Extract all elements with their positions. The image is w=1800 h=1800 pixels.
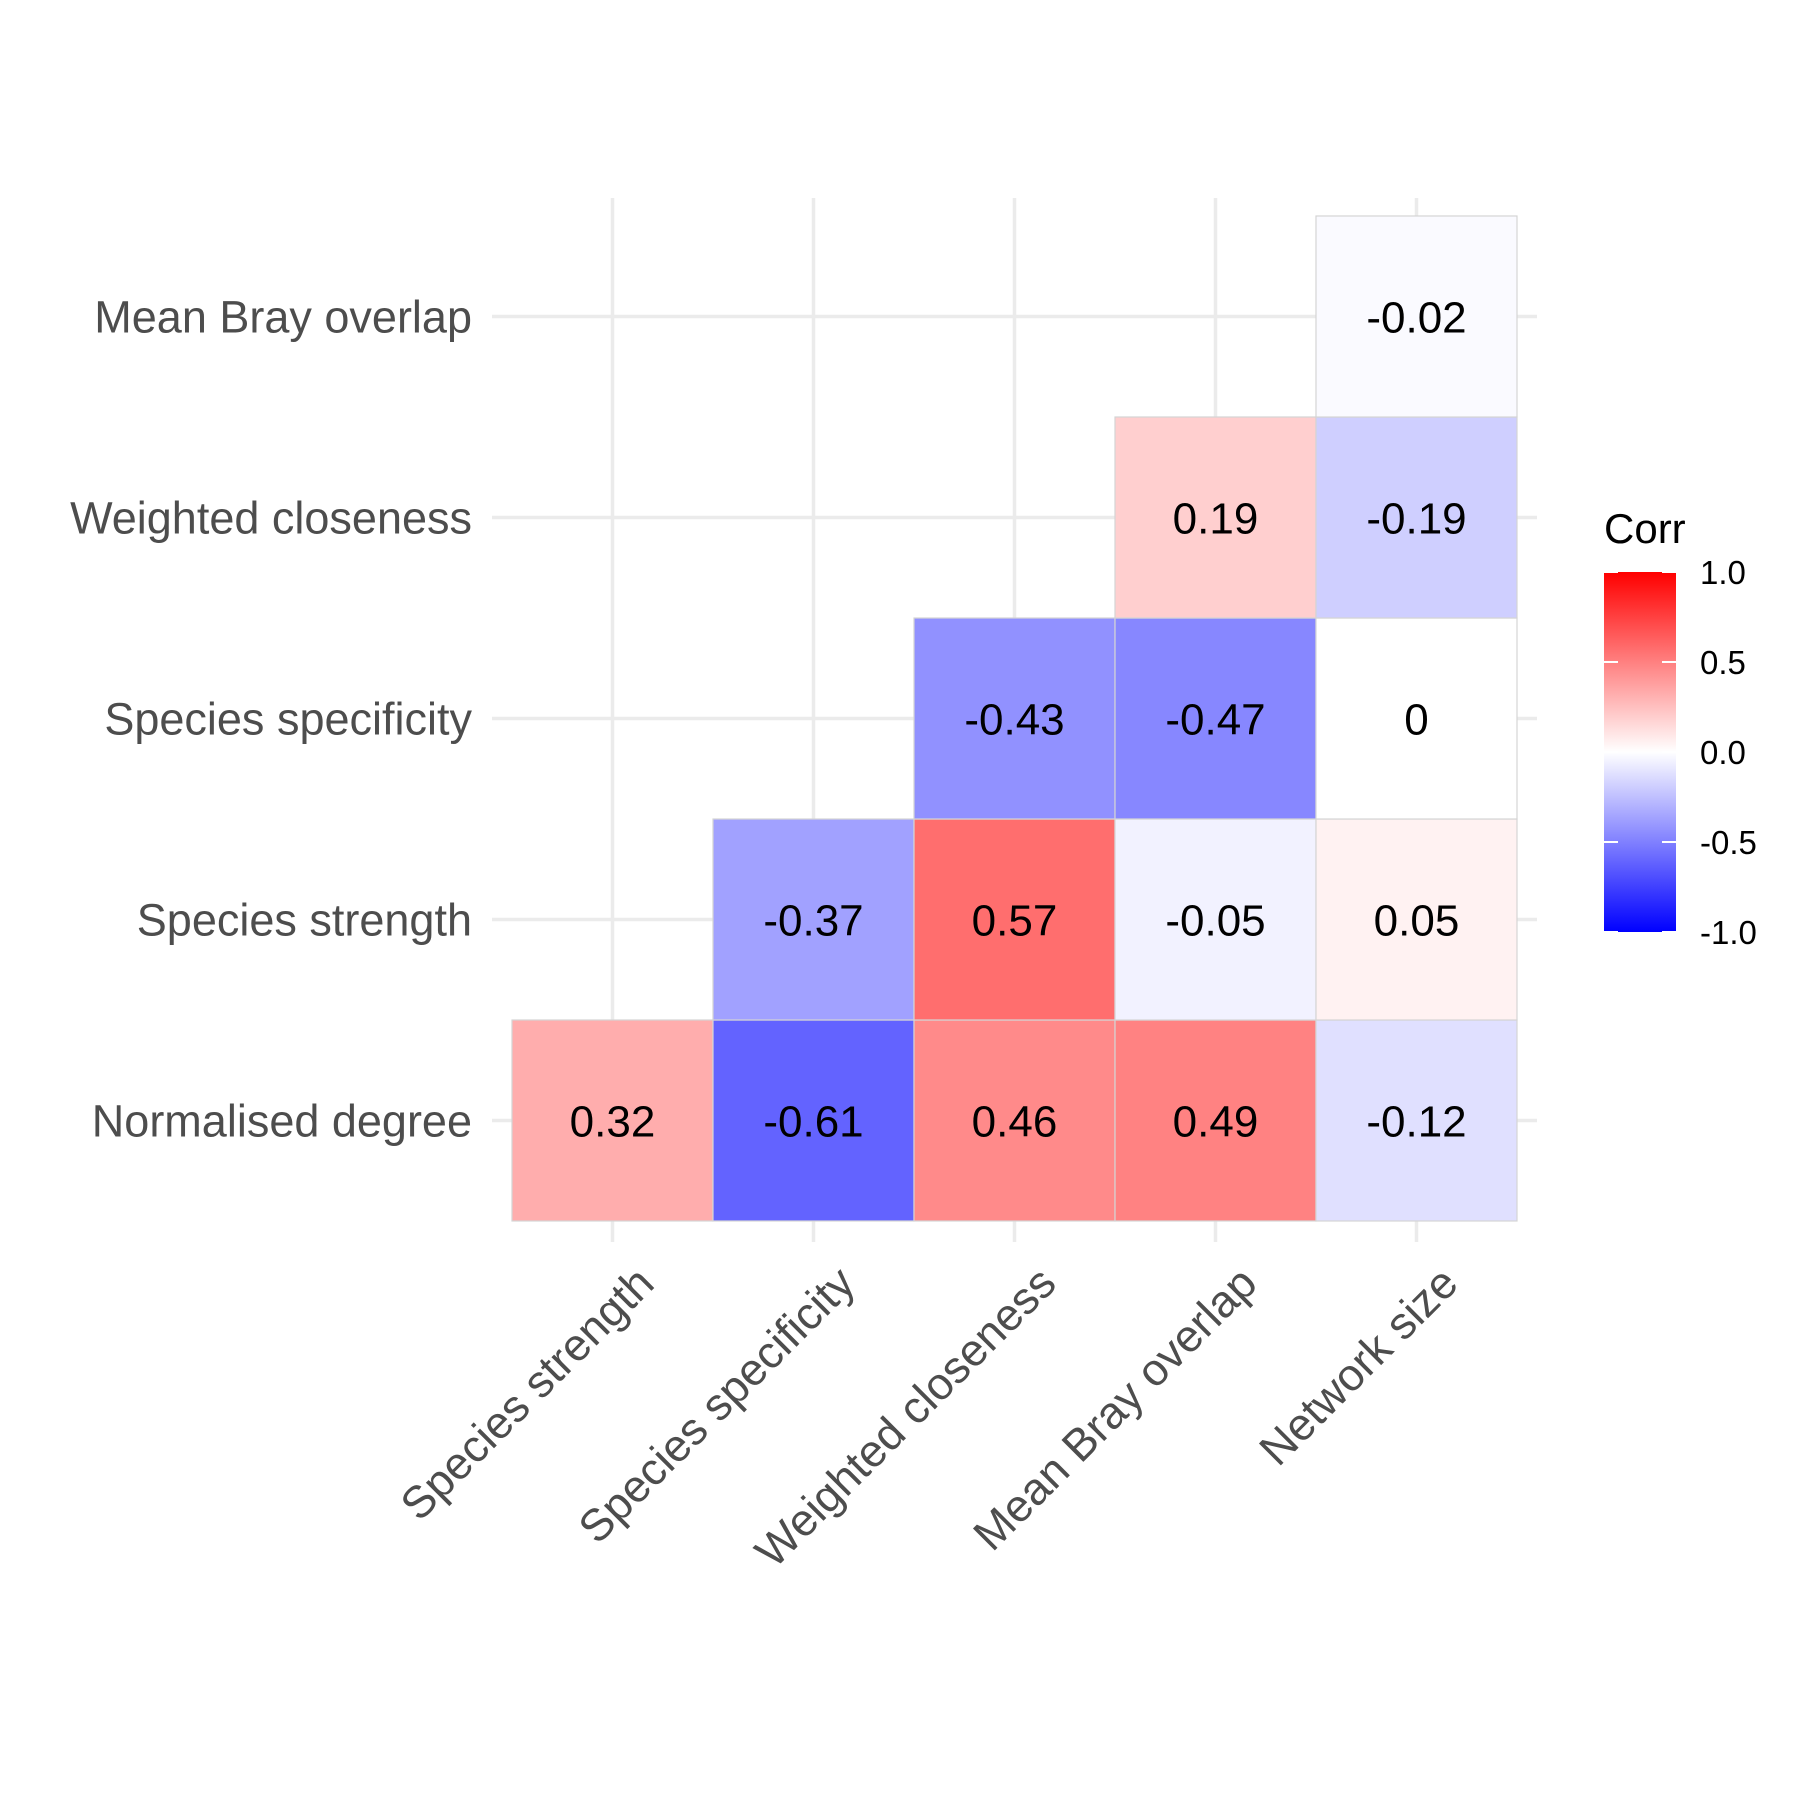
y-tick-label: Species strength xyxy=(137,895,472,946)
heatmap-cell xyxy=(1315,818,1518,1021)
y-tick-label: Weighted closeness xyxy=(70,493,472,544)
cell-value-label: 0.32 xyxy=(570,1098,656,1147)
heatmap-cells xyxy=(511,215,1518,1222)
heatmap-cell xyxy=(913,617,1116,820)
cell-value-label: -0.05 xyxy=(1165,897,1265,946)
y-axis-tick-labels: Normalised degree Species strength Species… xyxy=(70,292,472,1147)
y-tick-label: Species specificity xyxy=(104,694,472,745)
cell-value-label: -0.02 xyxy=(1366,294,1466,343)
heatmap-cell xyxy=(712,818,915,1021)
cell-value-labels: 0.32 -0.61 0.46 0.49 -0.12 -0.37 0.57 -0.05 0.05… xyxy=(570,294,1467,1147)
legend-tick-label: 1.0 xyxy=(1700,554,1746,591)
cell-value-label: -0.47 xyxy=(1165,696,1265,745)
heatmap-cell xyxy=(1114,617,1317,820)
heatmap-cell xyxy=(913,1019,1116,1222)
cell-value-label: -0.37 xyxy=(763,897,863,946)
heatmap-cell xyxy=(1315,1019,1518,1222)
heatmap-cell xyxy=(1315,215,1518,418)
cell-value-label: 0.49 xyxy=(1173,1098,1259,1147)
legend-tick-label: 0.0 xyxy=(1700,734,1746,771)
heatmap-cell xyxy=(1114,818,1317,1021)
heatmap-cell xyxy=(1114,1019,1317,1222)
cell-value-label: -0.19 xyxy=(1366,495,1466,544)
cell-value-label: 0.46 xyxy=(972,1098,1058,1147)
heatmap-cell xyxy=(913,818,1116,1021)
legend-tick-label: -0.5 xyxy=(1700,824,1757,861)
cell-value-label: 0.05 xyxy=(1374,897,1460,946)
heatmap-cell xyxy=(1315,617,1518,820)
cell-value-label: 0.19 xyxy=(1173,495,1259,544)
y-tick-label: Normalised degree xyxy=(92,1096,472,1147)
x-tick-label: Network size xyxy=(1249,1257,1467,1475)
legend-tick-label: -1.0 xyxy=(1700,914,1757,951)
cell-value-label: 0 xyxy=(1404,696,1428,745)
cell-value-label: -0.12 xyxy=(1366,1098,1466,1147)
cell-value-label: -0.61 xyxy=(763,1098,863,1147)
y-tick-label: Mean Bray overlap xyxy=(94,292,472,343)
legend-title: Corr xyxy=(1604,505,1686,552)
heatmap-cell xyxy=(712,1019,915,1222)
legend: Corr 1.0 0.5 0.0 -0.5 -1.0 xyxy=(1604,505,1757,951)
legend-tick-label: 0.5 xyxy=(1700,644,1746,681)
heatmap-cell xyxy=(511,1019,714,1222)
cell-value-label: 0.57 xyxy=(972,897,1058,946)
heatmap-cell xyxy=(1114,416,1317,619)
cell-value-label: -0.43 xyxy=(964,696,1064,745)
